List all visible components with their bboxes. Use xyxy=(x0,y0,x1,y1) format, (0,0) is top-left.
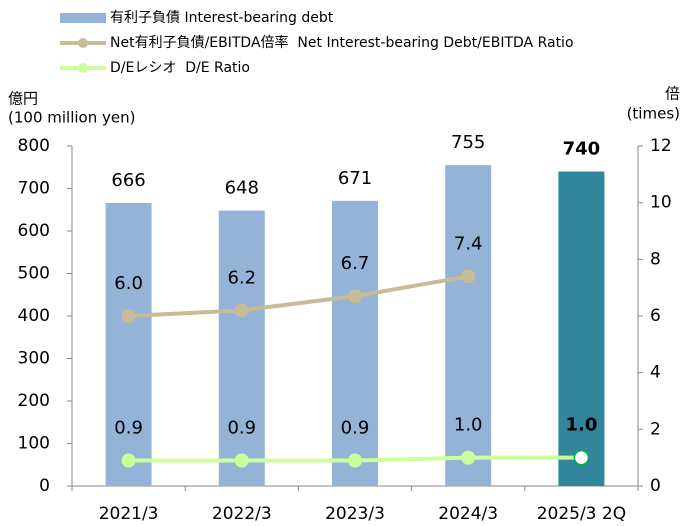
line xyxy=(128,274,469,318)
line-marker xyxy=(573,449,590,466)
y-tick-label: 500 xyxy=(18,264,50,284)
y2-tick-label: 10 xyxy=(650,193,672,213)
bar xyxy=(218,210,265,486)
y-axis-label: 億円 xyxy=(8,90,38,108)
bar-value-label: 740 xyxy=(563,139,601,160)
y-tick-label: 600 xyxy=(18,221,50,241)
y-tick-label: 400 xyxy=(18,306,50,326)
y2-tick-label: 2 xyxy=(650,419,661,439)
bar-value-label: 648 xyxy=(225,178,259,199)
y-tick-label: 700 xyxy=(18,179,50,199)
y2-axis-unit: (times) xyxy=(627,105,680,123)
legend-label: 有利子負債 Interest-bearing debt xyxy=(110,10,334,26)
y2-axis-label: 倍 xyxy=(665,85,680,103)
bar-value-label: 671 xyxy=(338,168,372,189)
line-marker xyxy=(461,269,476,284)
line-value-label: 0.9 xyxy=(114,418,143,439)
line-value-label: 1.0 xyxy=(565,415,597,436)
legend-swatch xyxy=(60,13,106,23)
line-marker xyxy=(461,450,476,465)
y-tick-label: 0 xyxy=(39,476,50,496)
y2-tick-label: 12 xyxy=(650,136,672,156)
line-value-label: 6.7 xyxy=(341,253,370,274)
y-axis-unit: (100 million yen) xyxy=(8,109,135,127)
legend-marker xyxy=(78,63,88,73)
legend-marker xyxy=(78,38,88,48)
y-tick-label: 800 xyxy=(18,136,50,156)
y2-tick-label: 8 xyxy=(650,249,661,269)
line-marker xyxy=(348,453,362,468)
y2-tick-label: 0 xyxy=(650,476,661,496)
y-tick-label: 100 xyxy=(18,434,50,454)
line-value-label: 6.0 xyxy=(114,273,143,294)
line-marker xyxy=(348,289,362,304)
line-value-label: 0.9 xyxy=(227,418,256,439)
x-tick-label: 2023/3 xyxy=(325,504,385,524)
x-tick-label: 2021/3 xyxy=(99,504,159,524)
bar xyxy=(332,200,378,486)
line-value-label: 7.4 xyxy=(454,233,483,254)
y-tick-label: 300 xyxy=(18,349,50,369)
line-marker xyxy=(234,303,249,318)
line-marker xyxy=(234,453,249,468)
bar xyxy=(445,165,492,486)
x-tick-label: 2025/3 2Q xyxy=(537,504,626,524)
x-tick-label: 2022/3 xyxy=(212,504,272,524)
bar-value-label: 666 xyxy=(111,170,145,191)
line-marker xyxy=(121,453,136,468)
y2-tick-label: 4 xyxy=(650,363,661,383)
line-marker xyxy=(121,309,136,323)
legend-label: D/Eレシオ D/E Ratio xyxy=(110,60,250,76)
y2-tick-label: 6 xyxy=(650,306,661,326)
y-tick-label: 200 xyxy=(18,391,50,411)
bar xyxy=(558,171,605,486)
line-value-label: 1.0 xyxy=(454,415,483,436)
bar xyxy=(105,202,152,486)
line-value-label: 0.9 xyxy=(341,418,370,439)
bar-value-label: 755 xyxy=(451,132,485,153)
legend-label: Net有利子負債/EBITDA倍率 Net Interest-bearing D… xyxy=(110,34,574,51)
x-tick-label: 2024/3 xyxy=(438,504,498,524)
line-value-label: 6.2 xyxy=(227,267,256,288)
